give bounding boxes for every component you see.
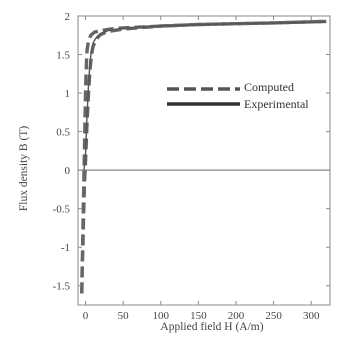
x-tick-label: 250 <box>265 310 282 322</box>
x-tick-label: 0 <box>83 310 89 322</box>
y-tick-label: 2 <box>65 11 71 23</box>
x-tick-label: 300 <box>303 310 320 322</box>
legend-label-computed: Computed <box>244 80 294 94</box>
tick-layer: 0 50 100 150 200 250 300 2 1.5 1 0.5 0 -0.5 -1 -1.5 <box>53 11 330 322</box>
y-tick-label: -1.5 <box>53 281 71 293</box>
x-tick-label: 100 <box>152 310 169 322</box>
x-tick-label: 150 <box>190 310 207 322</box>
y-tick-label: -0.5 <box>53 204 71 216</box>
series-line-computed-1 <box>80 19 327 294</box>
series-layer <box>80 19 327 294</box>
plot-frame <box>77 15 331 306</box>
x-axis-label: Applied field H (A/m) <box>160 321 263 333</box>
y-tick-label: 0.5 <box>56 127 70 139</box>
y-tick-label: 1 <box>65 88 71 100</box>
legend: Computed Experimental <box>167 80 309 111</box>
y-tick-label: 0 <box>65 165 71 177</box>
plot-border <box>77 15 331 306</box>
x-tick-label: 200 <box>228 310 245 322</box>
legend-label-experimental: Experimental <box>244 97 309 111</box>
y-tick-label: 1.5 <box>56 50 70 62</box>
x-tick-label: 50 <box>118 310 130 322</box>
y-axis-label: Flux density B (T) <box>18 126 30 211</box>
series-line-experimental-2 <box>83 21 327 171</box>
y-tick-label: -1 <box>61 242 70 254</box>
